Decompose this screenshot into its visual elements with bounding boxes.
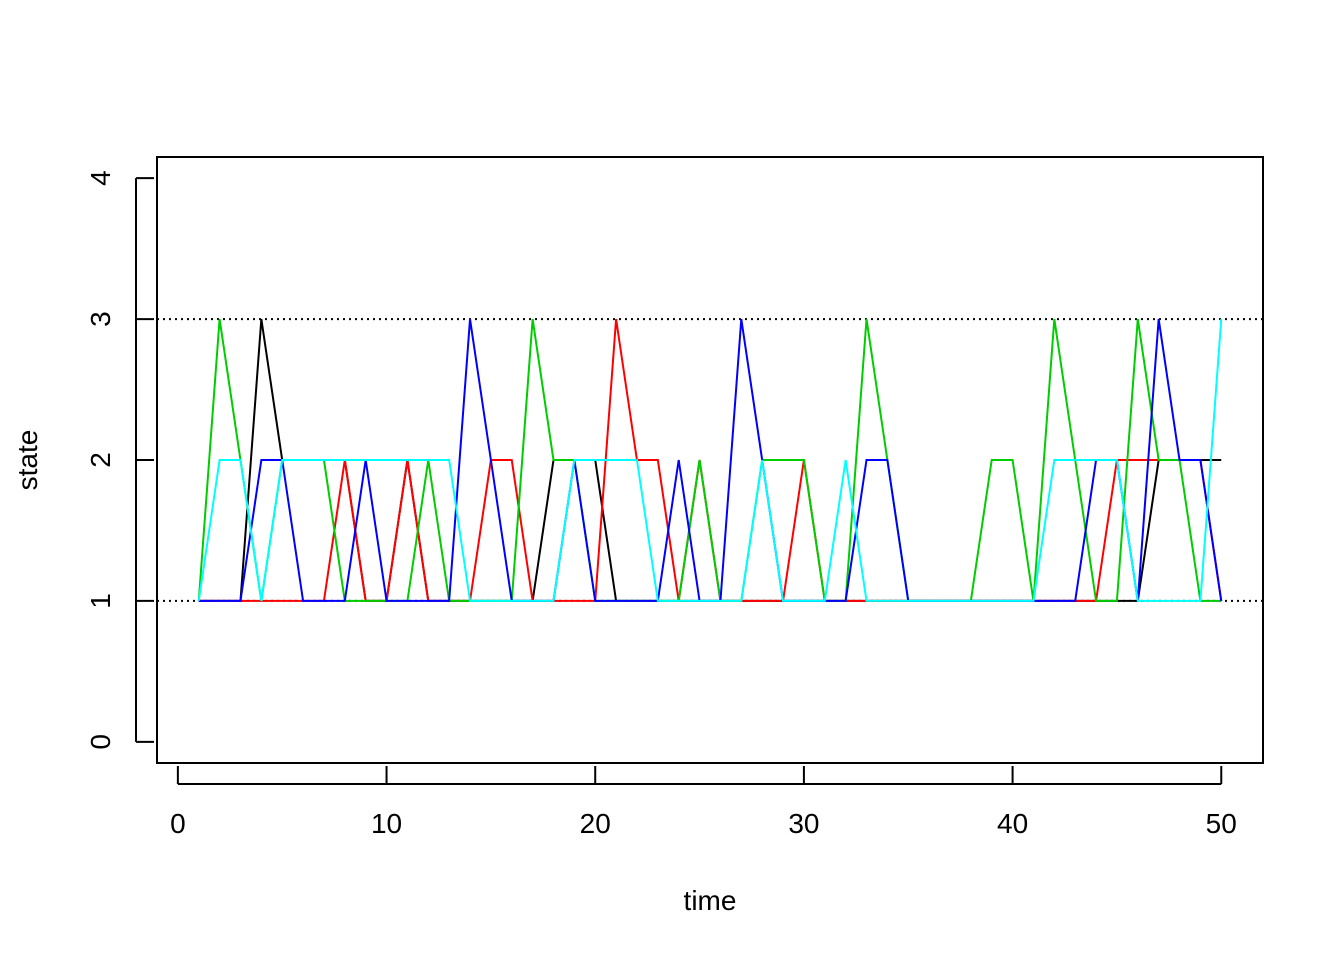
- y-tick-label: 3: [85, 311, 116, 327]
- x-axis-label: time: [684, 885, 737, 916]
- y-tick-label: 2: [85, 452, 116, 468]
- y-tick-label: 1: [85, 593, 116, 609]
- x-tick-label: 30: [788, 808, 819, 839]
- series-line: [197, 318, 1223, 602]
- x-tick-label: 0: [170, 808, 186, 839]
- y-tick-label: 4: [85, 170, 116, 186]
- series-line: [197, 318, 1222, 602]
- plot-frame: [156, 156, 1264, 764]
- x-axis: 0 10 20 30 40 50: [170, 766, 1237, 839]
- x-tick-label: 40: [997, 808, 1028, 839]
- series-lines: [197, 318, 1223, 602]
- y-axis-label: state: [12, 430, 43, 491]
- x-tick-label: 50: [1206, 808, 1237, 839]
- x-tick-label: 10: [371, 808, 402, 839]
- y-tick-label: 0: [85, 734, 116, 750]
- x-tick-label: 20: [580, 808, 611, 839]
- y-axis: 0 1 2 3 4: [85, 170, 154, 750]
